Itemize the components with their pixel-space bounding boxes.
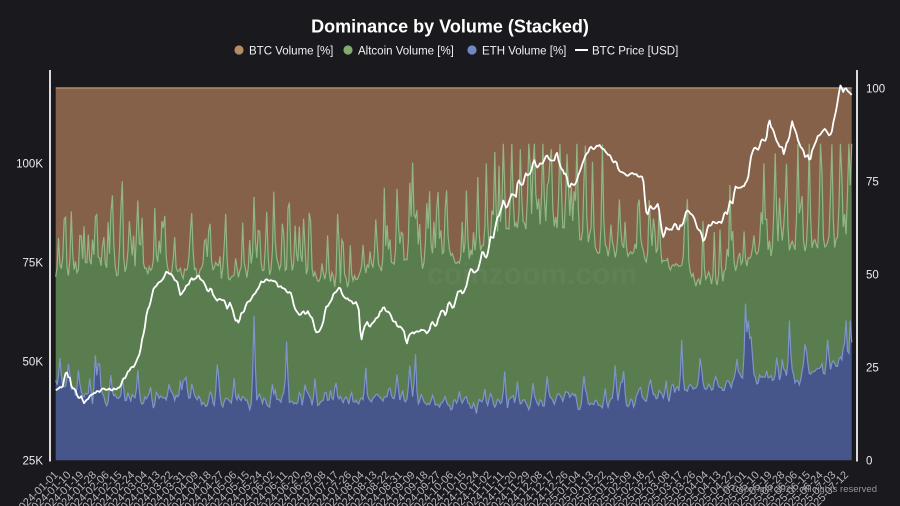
svg-text:© Copyright 2025. All rights r: © Copyright 2025. All rights reserved [722, 484, 877, 495]
svg-text:ETH Volume [%]: ETH Volume [%] [482, 46, 566, 58]
svg-text:75K: 75K [23, 258, 44, 270]
svg-text:0: 0 [866, 456, 872, 468]
svg-text:100K: 100K [16, 159, 43, 171]
svg-text:BTC Volume [%]: BTC Volume [%] [249, 46, 333, 58]
svg-text:100: 100 [866, 84, 885, 96]
svg-text:Dominance by Volume (Stacked): Dominance by Volume (Stacked) [311, 17, 589, 37]
svg-text:25: 25 [866, 363, 879, 375]
svg-text:75: 75 [866, 177, 879, 189]
svg-text:coinzoom.com: coinzoom.com [427, 258, 637, 291]
svg-text:25K: 25K [23, 456, 44, 468]
svg-text:Altcoin Volume [%]: Altcoin Volume [%] [358, 46, 454, 58]
svg-text:50: 50 [866, 270, 879, 282]
svg-text:50K: 50K [23, 357, 44, 369]
svg-text:BTC Price [USD]: BTC Price [USD] [592, 46, 678, 58]
